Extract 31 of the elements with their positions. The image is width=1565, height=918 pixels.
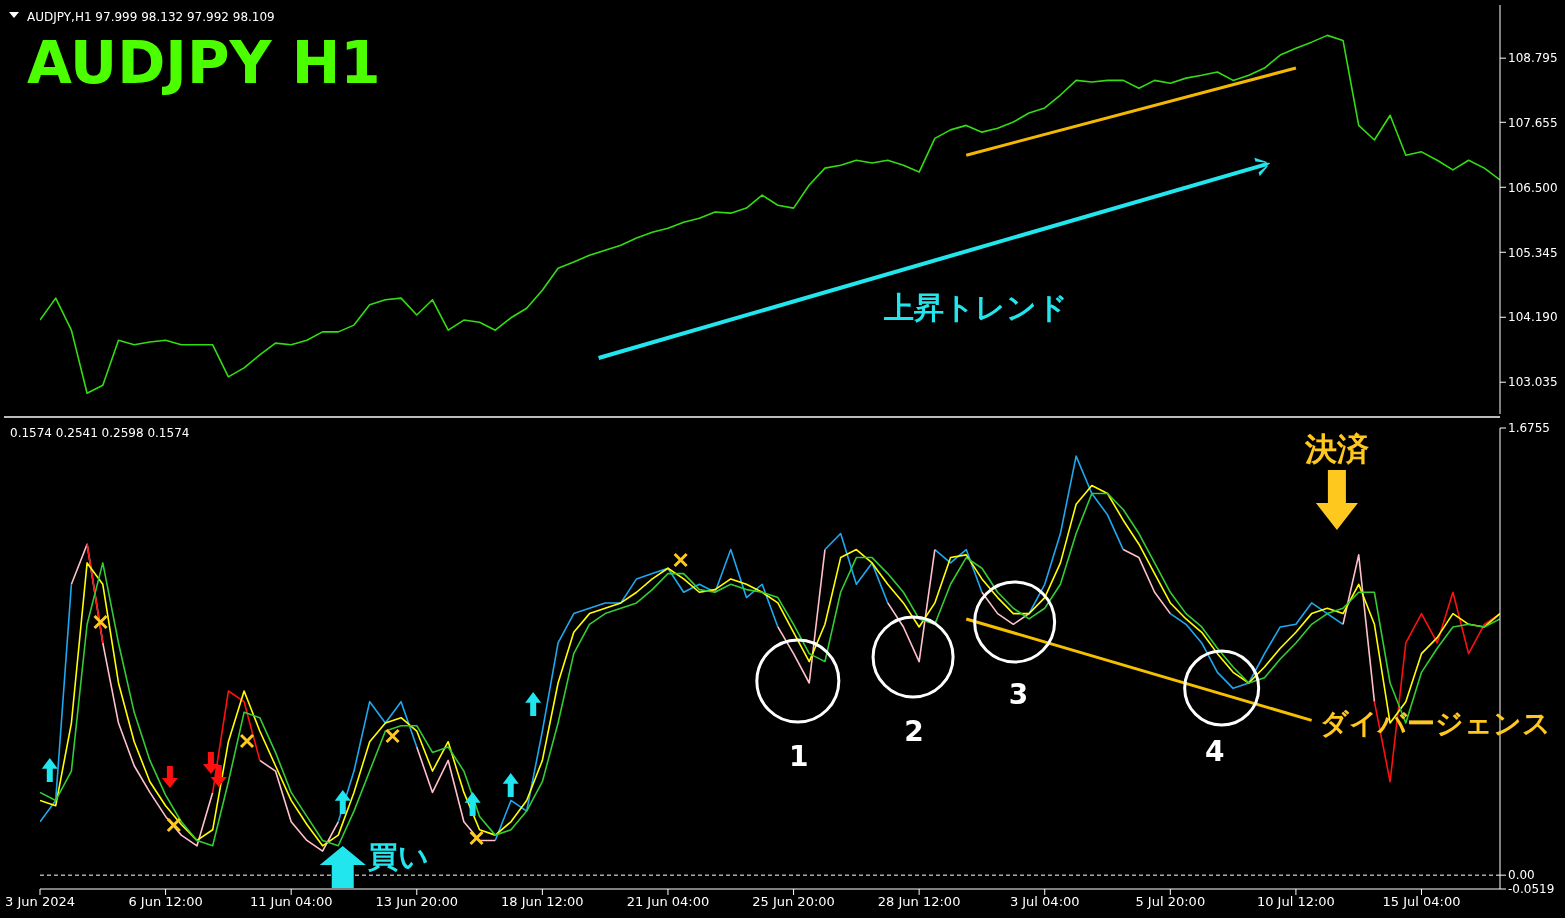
y-tick-label: 1.6755 [1508, 421, 1550, 436]
y-tick-label: -0.0519 [1508, 882, 1555, 897]
annotation: 上昇トレンド [882, 290, 1068, 325]
x-tick-label: 10 Jul 12:00 [1256, 894, 1335, 910]
annotation: 決済 [1303, 430, 1369, 468]
y-tick-label: 0.00 [1508, 868, 1535, 883]
annotation: 3 [1008, 678, 1029, 711]
y-tick-label: 105.345 [1508, 245, 1558, 260]
annotation: AUDJPY,H1 97.999 98.132 97.992 98.109 [27, 10, 275, 24]
x-tick-label: 13 Jun 20:00 [375, 894, 459, 910]
x-tick-label: 18 Jun 12:00 [501, 894, 584, 910]
annotation: 4 [1205, 735, 1225, 768]
y-tick-label: 108.795 [1508, 51, 1558, 66]
annotation: 0.1574 0.2541 0.2598 0.1574 [10, 426, 190, 440]
y-tick-label: 106.500 [1508, 180, 1558, 195]
y-tick-label: 103.035 [1508, 375, 1558, 390]
x-tick-label: 15 Jul 04:00 [1382, 894, 1461, 910]
y-tick-label: 104.190 [1508, 310, 1558, 325]
x-tick-label: 25 Jun 20:00 [752, 894, 835, 910]
x-tick-label: 28 Jun 12:00 [877, 894, 961, 910]
annotation: 1 [789, 740, 809, 773]
annotation: 2 [904, 715, 924, 748]
x-tick-label: 5 Jul 20:00 [1135, 894, 1206, 910]
x-tick-label: 3 Jun 2024 [5, 894, 75, 910]
text: AUDJPY H1 [27, 29, 381, 97]
x-tick-label: 21 Jun 04:00 [626, 894, 710, 910]
x-tick-label: 3 Jul 04:00 [1009, 894, 1080, 910]
x-tick-label: 6 Jun 12:00 [128, 894, 203, 910]
y-tick-label: 107.655 [1508, 115, 1558, 130]
annotation: 買い [367, 839, 429, 874]
x-tick-label: 11 Jun 04:00 [249, 894, 333, 910]
